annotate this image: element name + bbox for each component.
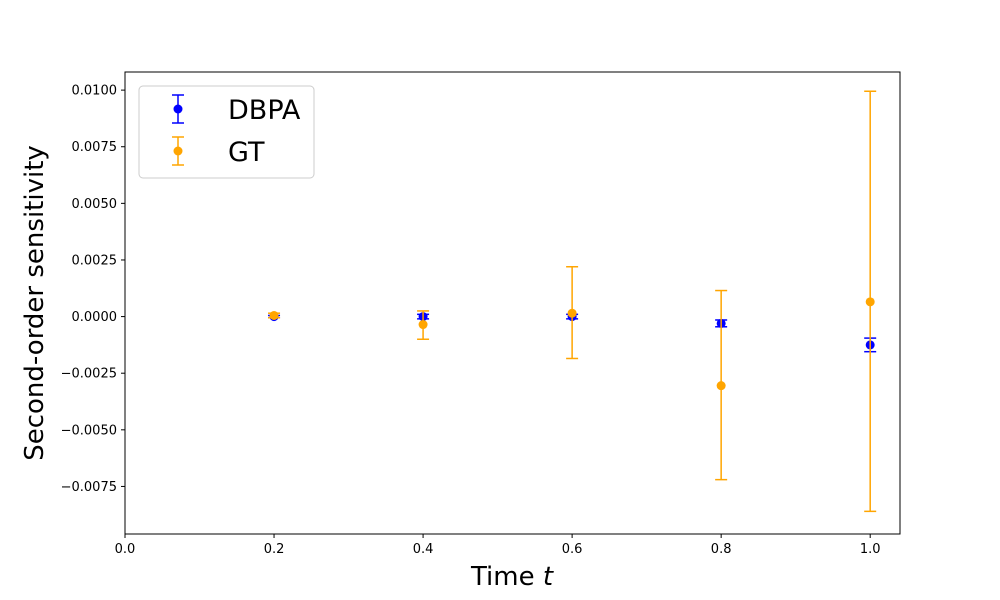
x-tick-label: 0.0 bbox=[115, 542, 136, 557]
x-axis-label-variable: t bbox=[543, 562, 554, 592]
legend-item-gt: GT bbox=[172, 136, 265, 168]
y-tick-label: −0.0050 bbox=[61, 423, 117, 438]
data-marks bbox=[268, 90, 877, 513]
legend-marker bbox=[173, 146, 183, 156]
data-point bbox=[567, 308, 577, 318]
x-axis-label: Time t bbox=[470, 562, 554, 592]
series-gt bbox=[268, 90, 877, 513]
plot-frame bbox=[124, 71, 901, 535]
legend-label: GT bbox=[228, 137, 265, 168]
legend-label: DBPA bbox=[228, 95, 301, 126]
x-tick-label: 1.0 bbox=[860, 542, 881, 557]
y-tick-label: 0.0000 bbox=[72, 310, 118, 325]
x-tick-label: 0.6 bbox=[562, 542, 583, 557]
legend-box bbox=[138, 85, 315, 179]
x-tick-label: 0.2 bbox=[264, 542, 285, 557]
legend-items: DBPA GT bbox=[172, 94, 301, 168]
data-point bbox=[865, 297, 875, 307]
data-point bbox=[716, 381, 726, 391]
x-tick-label: 0.8 bbox=[711, 542, 732, 557]
y-axis-ticks: −0.0075 −0.0050 −0.0025 0.0000 0.0025 0.0050 0… bbox=[61, 84, 125, 495]
data-point bbox=[269, 310, 279, 320]
y-tick-label: −0.0075 bbox=[61, 480, 117, 495]
legend-item-dbpa: DBPA bbox=[172, 94, 301, 126]
legend-marker bbox=[173, 104, 183, 114]
data-point bbox=[418, 320, 428, 330]
y-tick-label: 0.0050 bbox=[72, 197, 118, 212]
x-tick-label: 0.4 bbox=[413, 542, 434, 557]
x-axis-label-text: Time bbox=[470, 562, 535, 592]
x-axis-ticks: 0.0 0.2 0.4 0.6 0.8 1.0 bbox=[115, 534, 881, 557]
y-tick-label: 0.0025 bbox=[72, 253, 118, 268]
y-tick-label: 0.0100 bbox=[72, 84, 118, 99]
legend: DBPA GT bbox=[138, 85, 315, 179]
y-tick-label: 0.0075 bbox=[72, 140, 118, 155]
y-tick-label: −0.0025 bbox=[61, 367, 117, 382]
y-axis-label: Second-order sensitivity bbox=[20, 145, 50, 461]
